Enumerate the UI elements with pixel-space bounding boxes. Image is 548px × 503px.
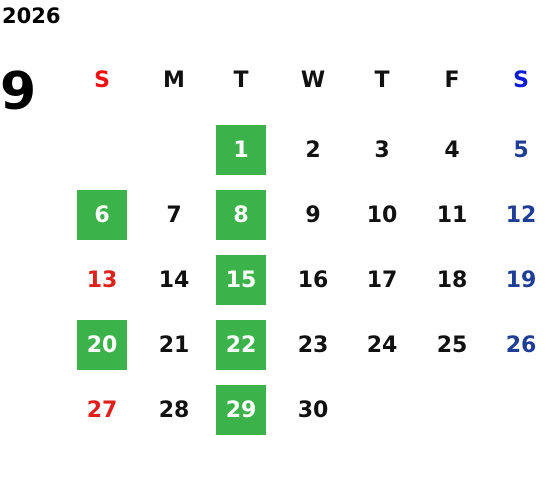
marked-day: 29: [216, 385, 266, 435]
marked-day: 1: [216, 125, 266, 175]
day: 25: [436, 332, 468, 358]
weekday-label: S: [513, 67, 529, 93]
day: 11: [436, 202, 468, 228]
weekday-label: F: [444, 67, 460, 93]
day: 14: [158, 267, 190, 293]
day: 2: [305, 137, 321, 163]
day: 7: [166, 202, 182, 228]
marked-day: 6: [77, 190, 127, 240]
day: 13: [86, 267, 118, 293]
day: 5: [513, 137, 529, 163]
day: 19: [505, 267, 537, 293]
day: 27: [86, 397, 118, 423]
day: 4: [444, 137, 460, 163]
day: 17: [366, 267, 398, 293]
marked-day: 20: [77, 320, 127, 370]
weekday-label: M: [163, 67, 185, 93]
day: 3: [374, 137, 390, 163]
day: 23: [297, 332, 329, 358]
day: 10: [366, 202, 398, 228]
day: 24: [366, 332, 398, 358]
day: 9: [305, 202, 321, 228]
day: 18: [436, 267, 468, 293]
day: 12: [505, 202, 537, 228]
weekday-label: W: [300, 67, 326, 93]
marked-day: 22: [216, 320, 266, 370]
weekday-label: T: [374, 67, 390, 93]
day: 21: [158, 332, 190, 358]
marked-day: 8: [216, 190, 266, 240]
day: 26: [505, 332, 537, 358]
day: 16: [297, 267, 329, 293]
weekday-label: S: [94, 67, 110, 93]
weekday-label: T: [233, 67, 249, 93]
day: 30: [297, 397, 329, 423]
year: 2026: [2, 4, 61, 28]
marked-day: 15: [216, 255, 266, 305]
day: 28: [158, 397, 190, 423]
month: 9: [0, 62, 37, 122]
